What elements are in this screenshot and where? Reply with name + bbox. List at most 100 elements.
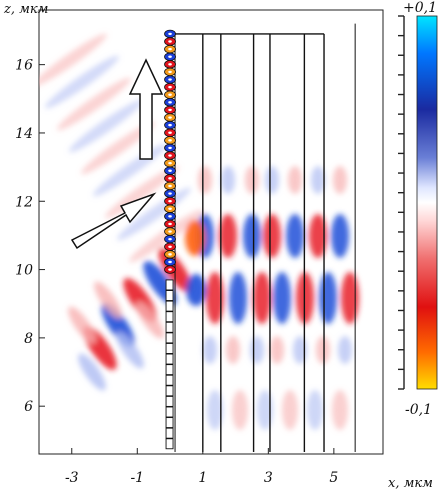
faint-field-blob — [257, 390, 273, 430]
grating-dot-core — [168, 131, 172, 134]
grating-markers — [164, 29, 176, 450]
x-tick-label: 3 — [264, 470, 273, 486]
grating-square — [165, 290, 174, 301]
y-tick-label: 14 — [15, 126, 33, 142]
grating-dot-core — [168, 207, 172, 210]
colorbar-gradient — [416, 15, 438, 390]
grating-dot-core — [168, 47, 172, 51]
guided-mode-faint-blob — [288, 166, 302, 194]
faint-field-blob — [332, 390, 348, 430]
guided-mode-blob — [206, 272, 224, 324]
colorbar: +0,1 -0,1 — [398, 0, 438, 418]
grating-square — [165, 395, 174, 407]
guided-mode-blob — [243, 214, 261, 258]
faint-field-blob — [282, 390, 298, 430]
guided-mode-blob — [286, 214, 304, 258]
guided-mode-faint-blob — [265, 166, 279, 194]
y-tick-label: 8 — [24, 331, 33, 347]
guided-mode-faint-blob — [316, 336, 330, 364]
grating-square — [165, 353, 174, 365]
grating-dot-core — [168, 63, 172, 66]
grating-dot-core — [168, 55, 172, 58]
grating-dot-core — [168, 139, 172, 142]
x-tick-label: -3 — [65, 470, 79, 486]
colorbar-max-label: +0,1 — [403, 0, 437, 16]
background-stripe — [56, 77, 132, 131]
oblique-arrow — [70, 192, 157, 250]
x-axis: -3 -1 1 3 5 — [65, 448, 338, 486]
grating-dot-core — [168, 237, 172, 241]
grating-dot-core — [168, 260, 172, 264]
grating-square — [165, 374, 174, 386]
grating-dot-core — [168, 32, 172, 36]
grating-dot-core — [168, 78, 172, 81]
grating-square — [165, 364, 174, 376]
grating-dot-core — [168, 85, 172, 89]
guided-mode-blob — [319, 272, 337, 324]
guided-mode-faint-blob — [221, 166, 235, 194]
grating-square — [165, 332, 174, 344]
y-tick-label: 10 — [15, 263, 33, 279]
faint-field-blob — [232, 390, 248, 430]
background-stripe — [128, 209, 204, 263]
guided-mode-faint-blob — [270, 336, 284, 364]
incident-wave-faint-blob — [68, 306, 96, 344]
grating-dot-core — [168, 101, 172, 104]
grating-dot-core — [168, 161, 172, 165]
guided-mode-blob — [341, 272, 359, 324]
grating-square — [165, 427, 174, 439]
grating-dot-core — [168, 177, 172, 180]
grating-dot-core — [168, 245, 172, 248]
grating-dot-core — [168, 93, 172, 96]
guided-mode-blob — [273, 272, 291, 324]
x-tick-label: -1 — [130, 470, 144, 486]
grating-dot-core — [168, 154, 172, 157]
x-axis-label: x, мкм — [388, 476, 433, 491]
faint-field-blob — [207, 390, 223, 430]
incident-wave-faint-blob — [94, 281, 122, 319]
grating-dot-core — [168, 70, 172, 74]
grating-dot-core — [168, 192, 172, 195]
grating-dot-core — [168, 146, 172, 150]
guided-mode-faint-blob — [293, 336, 307, 364]
colorbar-min-label: -0,1 — [405, 402, 432, 418]
guided-mode-faint-blob — [245, 166, 259, 194]
guided-mode-blob — [253, 272, 271, 324]
grating-dot-core — [168, 215, 172, 218]
arrows — [70, 58, 164, 250]
guided-mode-faint-blob — [226, 336, 240, 364]
grating-square — [165, 321, 174, 333]
background-stripe — [68, 99, 144, 153]
background-stripe — [39, 33, 108, 87]
grating-dot-core — [168, 169, 172, 172]
colorbar-ticks — [398, 15, 405, 390]
grating-square — [165, 279, 174, 291]
grating-square — [165, 406, 174, 418]
guided-mode-blob — [229, 272, 247, 324]
guided-mode-blob — [309, 214, 327, 258]
grating-dot-core — [168, 116, 172, 119]
grating-dot-core — [168, 253, 172, 256]
y-tick-label: 16 — [15, 58, 33, 74]
grating-dot-core — [168, 184, 172, 188]
grating-square — [165, 385, 174, 397]
background-stripe — [80, 121, 156, 175]
faint-field-blob — [307, 390, 323, 430]
guided-mode-blob — [263, 214, 281, 258]
grating-square — [165, 343, 174, 354]
incident-wave-faint-blob — [78, 353, 106, 391]
guided-mode-faint-blob — [203, 336, 217, 364]
grating-square — [165, 311, 174, 323]
grating-dot-core — [168, 222, 172, 226]
grating-dot-core — [168, 108, 172, 112]
incident-wave-faint-blob — [136, 301, 164, 339]
guided-mode-blob — [219, 214, 237, 258]
y-axis: 6 8 10 12 14 16 — [15, 58, 45, 415]
vertical-arrow — [128, 58, 164, 160]
guided-mode-blob — [185, 220, 205, 256]
y-tick-label: 6 — [24, 399, 33, 415]
grating-dot-core — [168, 199, 172, 203]
incident-wave-faint-blob — [116, 331, 144, 369]
grating-square — [165, 417, 174, 429]
